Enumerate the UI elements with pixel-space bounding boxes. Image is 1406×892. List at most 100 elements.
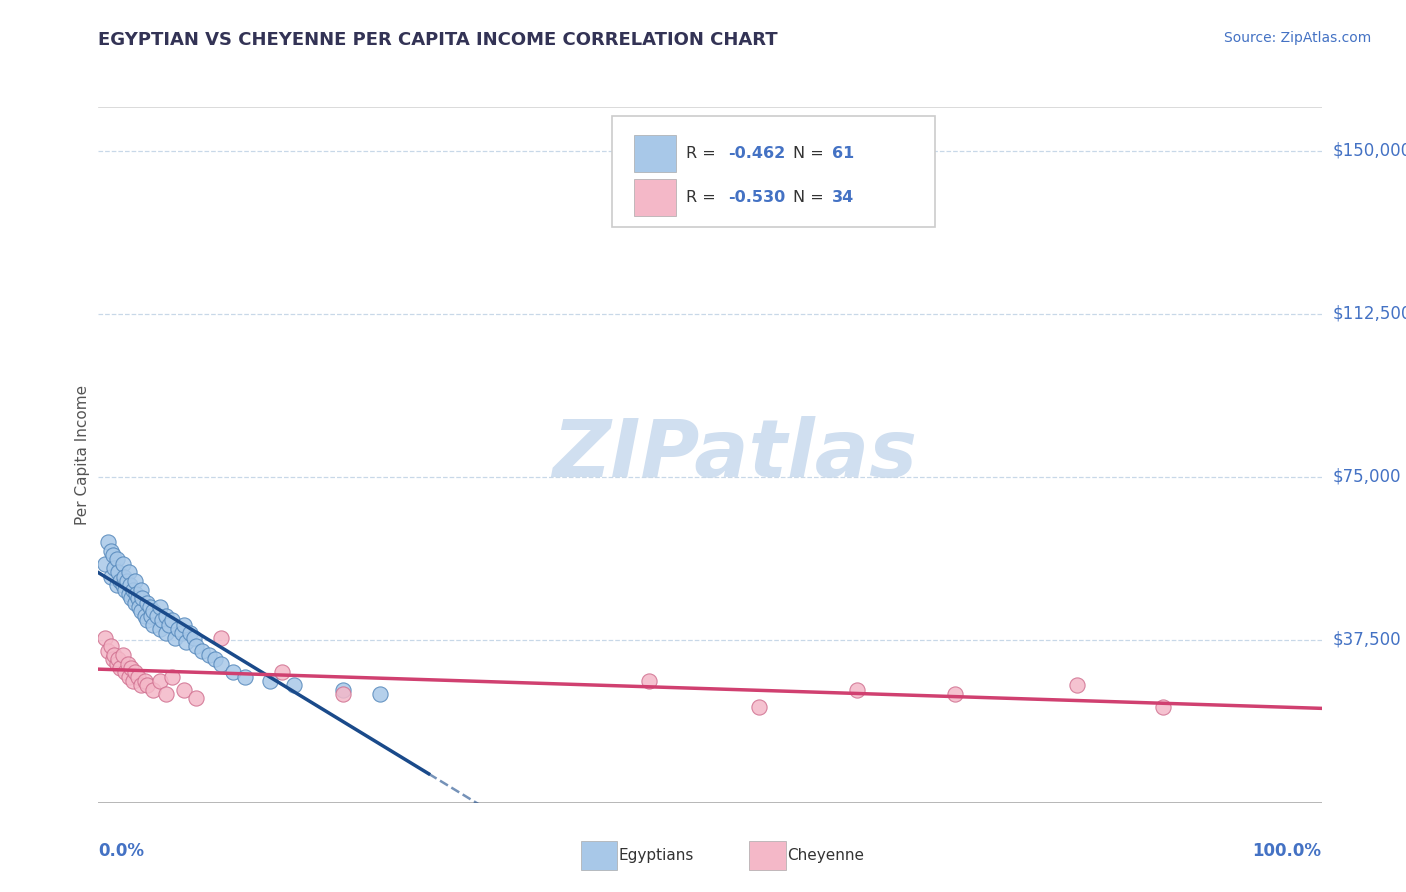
Point [103,561,125,575]
Text: R =: R = [686,190,721,205]
Text: -0.462: -0.462 [728,145,786,161]
Point [107,652,129,666]
Point [105,657,128,671]
Point [105,578,128,592]
Text: Cheyenne: Cheyenne [787,848,865,863]
Point [191,643,214,657]
Point [111,578,134,592]
Point [155,626,177,640]
Text: $150,000: $150,000 [1333,142,1406,160]
Point [93,557,115,571]
Point [150,613,173,627]
Point [259,674,281,689]
Point [136,613,159,627]
Point [637,674,661,689]
Text: 100.0%: 100.0% [1253,842,1322,860]
Point [127,591,149,606]
Point [112,570,135,584]
Point [114,665,136,680]
Point [155,687,177,701]
Point [129,605,152,619]
Point [183,631,205,645]
Text: $112,500: $112,500 [1333,304,1406,323]
Point [149,600,172,615]
Point [136,596,159,610]
Text: $37,500: $37,500 [1333,631,1402,648]
Point [332,687,354,701]
Point [127,670,149,684]
Y-axis label: Per Capita Income: Per Capita Income [75,384,90,525]
Point [120,591,142,606]
Point [100,639,122,653]
Text: N =: N = [793,190,830,205]
Point [110,661,132,675]
Point [197,648,219,662]
Point [111,557,134,571]
Point [270,665,294,680]
Point [157,617,180,632]
Point [233,670,256,684]
Point [129,582,152,597]
Point [118,670,141,684]
Point [97,643,120,657]
Text: 61: 61 [832,145,855,161]
Point [117,657,139,671]
Point [93,631,115,645]
Point [101,652,124,666]
Point [118,566,141,580]
Point [173,617,195,632]
Point [160,670,183,684]
Point [167,622,190,636]
Point [139,600,162,615]
Point [131,591,153,606]
Point [1066,678,1088,692]
Point [120,661,142,675]
Point [176,635,198,649]
Point [155,608,177,623]
Text: 0.0%: 0.0% [98,842,145,860]
Text: R =: R = [686,145,721,161]
Point [149,674,172,689]
Point [142,617,165,632]
Text: N =: N = [793,145,830,161]
Point [209,631,232,645]
Point [146,608,169,623]
Text: Egyptians: Egyptians [619,848,695,863]
Text: -0.530: -0.530 [728,190,786,205]
Point [107,566,129,580]
Point [124,574,146,588]
Point [121,582,143,597]
Text: Source: ZipAtlas.com: Source: ZipAtlas.com [1223,31,1371,45]
Point [142,682,165,697]
Point [283,678,305,692]
Point [165,631,187,645]
Point [114,582,136,597]
Text: 34: 34 [832,190,855,205]
Point [125,587,148,601]
Point [115,574,138,588]
Point [160,613,183,627]
Point [204,652,226,666]
Point [139,608,162,623]
Point [105,552,128,566]
Point [111,648,134,662]
Point [100,570,122,584]
Point [170,626,193,640]
Point [118,587,141,601]
Point [120,578,142,592]
Point [124,665,146,680]
Point [136,678,159,692]
Text: EGYPTIAN VS CHEYENNE PER CAPITA INCOME CORRELATION CHART: EGYPTIAN VS CHEYENNE PER CAPITA INCOME C… [98,31,778,49]
Point [134,608,156,623]
Point [97,535,120,549]
Point [110,574,132,588]
Point [129,678,152,692]
Point [186,691,208,706]
Point [173,682,195,697]
Point [124,596,146,610]
Point [149,622,172,636]
Point [179,626,201,640]
Point [121,674,143,689]
Point [209,657,232,671]
Text: ZIPatlas: ZIPatlas [553,416,917,494]
